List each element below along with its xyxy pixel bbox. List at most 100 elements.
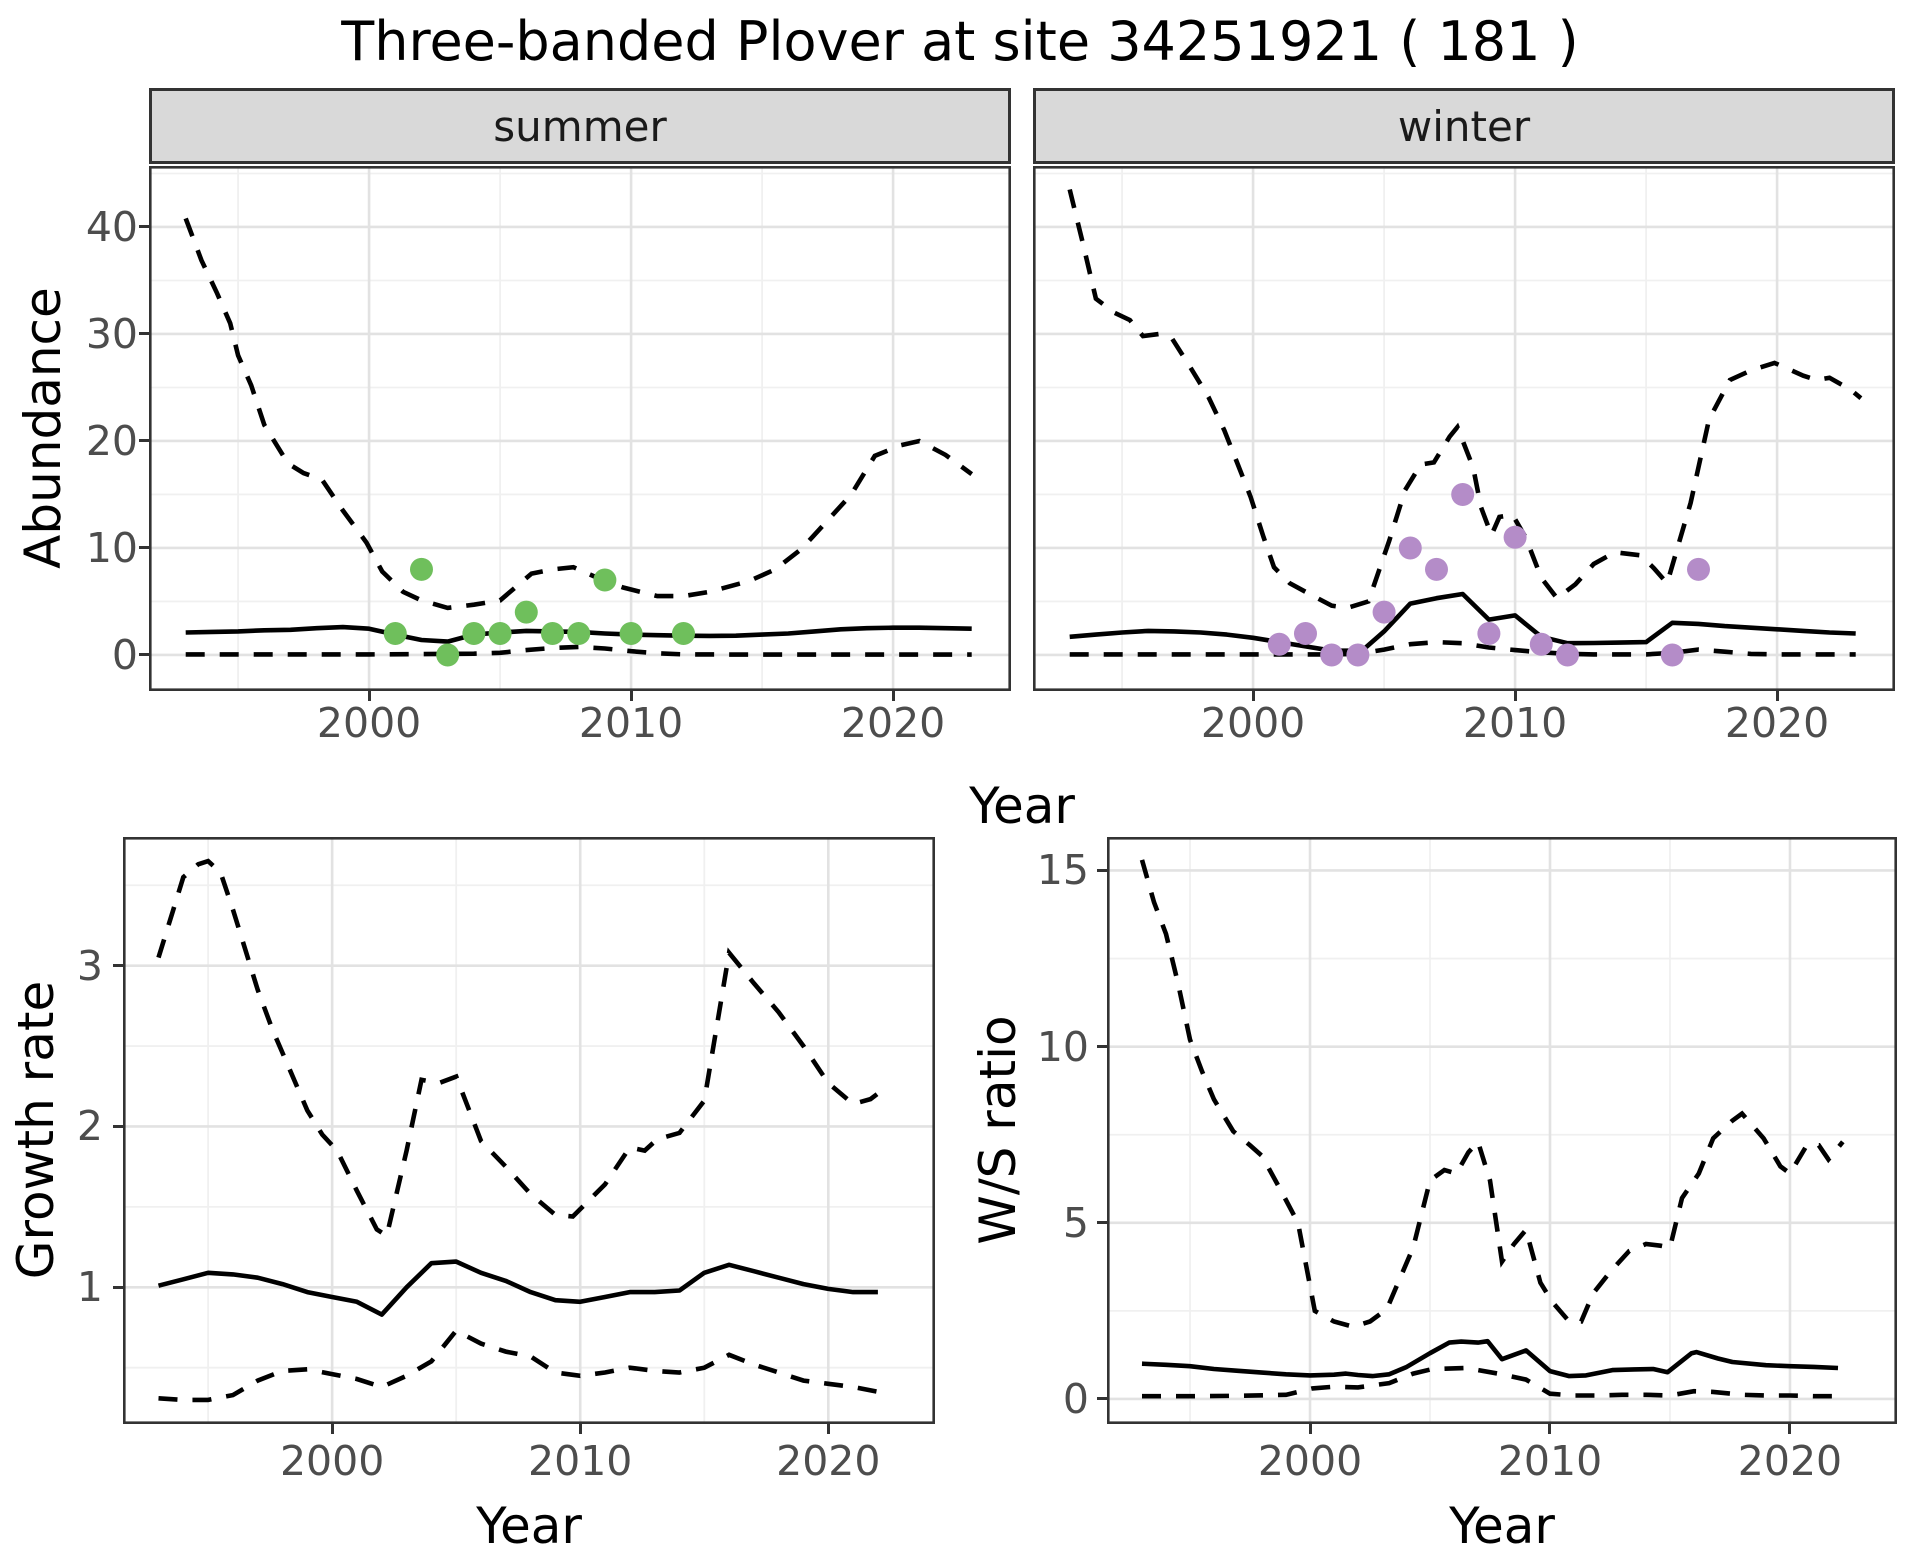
observed-count-point (488, 622, 512, 646)
observed-count-point (514, 600, 538, 624)
y-tick-mark (139, 225, 149, 229)
x-tick-label: 2020 (1724, 699, 1830, 747)
y-tick-label: 5 (1062, 1198, 1089, 1247)
observed-count-point (671, 622, 695, 646)
y-tick-mark (139, 546, 149, 550)
observed-count-point (1686, 557, 1710, 581)
x-tick-mark (330, 1424, 334, 1434)
x-axis-title-year-growth: Year (476, 1497, 582, 1555)
observed-count-point (1346, 643, 1370, 667)
observed-count-point (1529, 632, 1553, 656)
y-tick-mark (139, 439, 149, 443)
x-tick-mark (578, 1424, 582, 1434)
x-tick-label: 2000 (279, 1437, 385, 1485)
x-tick-mark (891, 691, 895, 701)
upper-ci-dashed-line (156, 858, 887, 1240)
panel-abundance-summer (149, 166, 1011, 691)
observed-count-point (462, 622, 486, 646)
x-tick-label: 2000 (1257, 1437, 1363, 1485)
panel-border (1033, 166, 1895, 691)
y-tick-mark (113, 1124, 123, 1128)
observed-count-point (1555, 643, 1579, 667)
x-tick-label: 2000 (316, 699, 422, 747)
lower-ci-dashed-line (1069, 639, 1856, 657)
x-tick-mark (629, 691, 633, 701)
observed-count-point (436, 643, 460, 667)
y-tick-mark (139, 332, 149, 336)
y-tick-mark (1097, 1397, 1107, 1401)
panel-abundance-winter (1033, 166, 1895, 691)
x-tick-mark (1775, 691, 1779, 701)
panel-ws-ratio (1107, 837, 1897, 1424)
x-tick-mark (1548, 1424, 1552, 1434)
x-tick-mark (1788, 1424, 1792, 1434)
y-tick-mark (139, 653, 149, 657)
x-axis-title-year-ws: Year (1449, 1497, 1555, 1555)
y-tick-mark (113, 964, 123, 968)
observed-count-point (540, 622, 564, 646)
y-tick-label: 10 (1036, 1022, 1089, 1071)
observed-count-point (1293, 622, 1317, 646)
upper-ci-dashed-line (183, 217, 974, 611)
observed-count-point (1320, 643, 1344, 667)
x-tick-label: 2020 (1737, 1437, 1843, 1485)
x-tick-label: 2020 (776, 1437, 881, 1485)
x-tick-mark (1513, 691, 1517, 701)
upper-ci-dashed-line (1067, 188, 1863, 611)
observed-count-point (1503, 525, 1527, 549)
observed-count-point (1398, 536, 1422, 560)
y-tick-mark (113, 1285, 123, 1289)
x-tick-label: 2010 (1497, 1437, 1603, 1485)
x-tick-mark (1251, 691, 1255, 701)
y-tick-label: 1 (76, 1263, 103, 1312)
x-tick-mark (1308, 1424, 1312, 1434)
observed-count-point (593, 568, 617, 592)
lower-ci-dashed-line (1142, 1365, 1838, 1399)
observed-count-point (383, 622, 407, 646)
y-tick-label: 40 (85, 202, 138, 251)
panel-border (123, 837, 935, 1424)
observed-count-point (409, 557, 433, 581)
facet-strip-winter: winter (1033, 88, 1895, 164)
y-tick-label: 10 (85, 523, 138, 572)
median-line (1141, 1338, 1839, 1379)
median-line (1069, 591, 1856, 654)
x-tick-label: 2010 (578, 699, 684, 747)
y-tick-label: 0 (1062, 1374, 1089, 1423)
panel-growth-rate (123, 837, 935, 1424)
facet-strip-summer-label: summer (493, 101, 667, 151)
observed-count-point (1267, 632, 1291, 656)
x-tick-mark (367, 691, 371, 701)
observed-count-point (1424, 557, 1448, 581)
observed-count-point (1477, 622, 1501, 646)
y-tick-label: 15 (1036, 846, 1089, 895)
x-tick-mark (826, 1424, 830, 1434)
x-tick-label: 2010 (1462, 699, 1568, 747)
y-tick-mark (1097, 868, 1107, 872)
panel-border (1107, 837, 1897, 1424)
panel-border (149, 166, 1011, 691)
y-tick-mark (1097, 1221, 1107, 1225)
observed-count-point (1660, 643, 1684, 667)
y-tick-label: 3 (76, 941, 103, 990)
chart-title: Three-banded Plover at site 34251921 ( 1… (341, 10, 1579, 73)
median-line (157, 1259, 878, 1317)
x-axis-title-year-top: Year (969, 777, 1075, 835)
y-tick-mark (1097, 1045, 1107, 1049)
y-tick-label: 2 (76, 1102, 103, 1151)
y-tick-label: 0 (111, 630, 138, 679)
observed-count-point (1451, 482, 1475, 506)
x-tick-label: 2010 (528, 1437, 633, 1485)
x-tick-label: 2020 (840, 699, 946, 747)
y-axis-title-ws-ratio: W/S ratio (969, 1015, 1027, 1245)
observed-count-point (1372, 600, 1396, 624)
y-tick-label: 30 (85, 309, 138, 358)
upper-ci-dashed-line (1139, 859, 1845, 1330)
y-tick-label: 20 (85, 416, 138, 465)
observed-count-point (567, 622, 591, 646)
x-tick-label: 2000 (1200, 699, 1306, 747)
facet-strip-winter-label: winter (1397, 101, 1531, 151)
observed-count-point (619, 622, 643, 646)
facet-strip-summer: summer (149, 88, 1011, 164)
